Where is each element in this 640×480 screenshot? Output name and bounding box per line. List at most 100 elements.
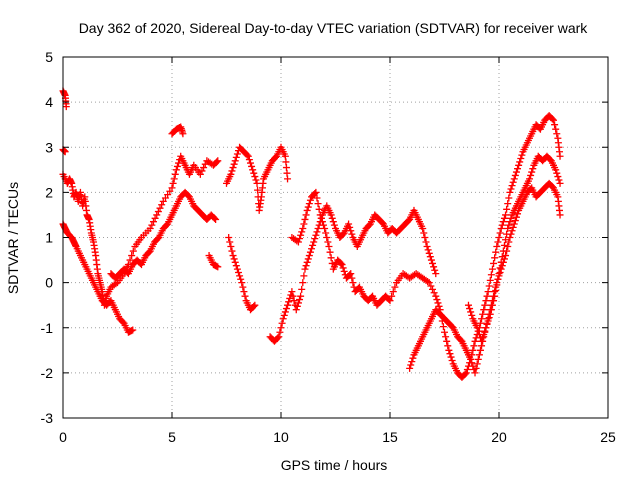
data-point-marker	[498, 253, 506, 261]
data-point-marker	[325, 243, 333, 251]
data-point-marker	[556, 152, 564, 160]
y-tick-label: -2	[41, 365, 54, 381]
series-segment	[225, 234, 259, 314]
data-point-marker	[321, 224, 329, 232]
data-point-marker	[503, 230, 511, 238]
data-point-marker	[481, 301, 489, 309]
data-point-marker	[252, 176, 260, 184]
series-segment	[406, 179, 564, 377]
data-point-marker	[479, 310, 487, 318]
data-point-marker	[475, 351, 483, 359]
data-point-marker	[239, 283, 247, 291]
series-segment	[205, 252, 222, 271]
y-tick-label: 4	[45, 94, 53, 110]
data-point-marker	[315, 205, 323, 213]
data-point-marker	[514, 210, 522, 218]
data-point-marker	[510, 175, 518, 183]
data-point-marker	[284, 175, 292, 183]
data-point-marker	[149, 218, 157, 226]
data-series	[59, 87, 564, 381]
data-point-marker	[481, 327, 489, 335]
data-point-marker	[302, 262, 310, 270]
data-point-marker	[517, 155, 525, 163]
data-point-marker	[277, 324, 285, 332]
data-point-marker	[498, 221, 506, 229]
data-point-marker	[249, 166, 257, 174]
data-point-marker	[553, 169, 561, 177]
data-point-marker	[514, 165, 522, 173]
data-point-marker	[308, 245, 316, 253]
data-point-marker	[234, 268, 242, 276]
data-point-marker	[464, 301, 472, 309]
series-segment	[266, 202, 440, 345]
data-point-marker	[304, 255, 312, 263]
data-point-marker	[461, 370, 469, 378]
data-point-marker	[292, 306, 300, 314]
data-point-marker	[512, 168, 520, 176]
data-point-marker	[502, 211, 510, 219]
data-point-marker	[443, 337, 451, 345]
data-point-marker	[289, 292, 297, 300]
data-point-marker	[274, 334, 282, 342]
data-point-marker	[505, 194, 513, 202]
data-point-marker	[424, 277, 432, 285]
series-segment	[107, 188, 220, 282]
data-point-marker	[486, 276, 494, 284]
data-point-marker	[556, 179, 564, 187]
data-point-marker	[391, 283, 399, 291]
data-point-marker	[499, 247, 507, 255]
data-point-marker	[512, 213, 520, 221]
data-point-marker	[282, 305, 290, 313]
data-point-marker	[422, 238, 430, 246]
y-tick-label: 1	[45, 230, 53, 246]
data-point-marker	[408, 358, 416, 366]
data-point-marker	[493, 281, 501, 289]
series-segment	[223, 143, 292, 214]
data-point-marker	[156, 204, 164, 212]
data-point-marker	[504, 200, 512, 208]
data-point-marker	[306, 248, 314, 256]
data-point-marker	[299, 224, 307, 232]
data-point-marker	[478, 315, 486, 323]
data-point-marker	[466, 305, 474, 313]
data-point-marker	[497, 224, 505, 232]
data-point-marker	[439, 323, 447, 331]
data-point-marker	[492, 287, 500, 295]
data-point-marker	[233, 150, 241, 158]
data-point-marker	[314, 224, 322, 232]
data-point-marker	[129, 247, 137, 255]
data-point-marker	[553, 130, 561, 138]
data-point-marker	[490, 259, 498, 267]
data-point-marker	[329, 218, 337, 226]
data-point-marker	[487, 306, 495, 314]
data-point-marker	[301, 265, 309, 273]
data-point-marker	[482, 297, 490, 305]
data-point-marker	[237, 275, 245, 283]
data-point-marker	[500, 214, 508, 222]
data-point-marker	[554, 173, 562, 181]
data-point-marker	[442, 333, 450, 341]
data-point-marker	[284, 301, 292, 309]
data-point-marker	[153, 211, 161, 219]
data-point-marker	[441, 328, 448, 336]
series-segment	[59, 87, 70, 111]
y-axis-label: SDTVAR / TECUs	[5, 182, 21, 294]
data-point-marker	[507, 185, 515, 193]
series-track-a	[59, 87, 564, 381]
data-point-marker	[228, 247, 236, 255]
series-track-b	[59, 123, 564, 377]
data-point-marker	[347, 227, 355, 235]
data-point-marker	[471, 337, 479, 345]
data-point-marker	[419, 224, 427, 232]
data-point-marker	[250, 302, 258, 310]
x-tick-label: 5	[168, 429, 176, 445]
data-point-marker	[244, 152, 252, 160]
data-point-marker	[306, 196, 314, 204]
data-point-marker	[502, 236, 510, 244]
data-point-marker	[241, 292, 249, 300]
data-point-marker	[173, 162, 181, 170]
data-point-marker	[345, 220, 353, 228]
data-point-marker	[230, 160, 238, 168]
data-point-marker	[496, 264, 504, 272]
data-point-marker	[444, 342, 452, 350]
